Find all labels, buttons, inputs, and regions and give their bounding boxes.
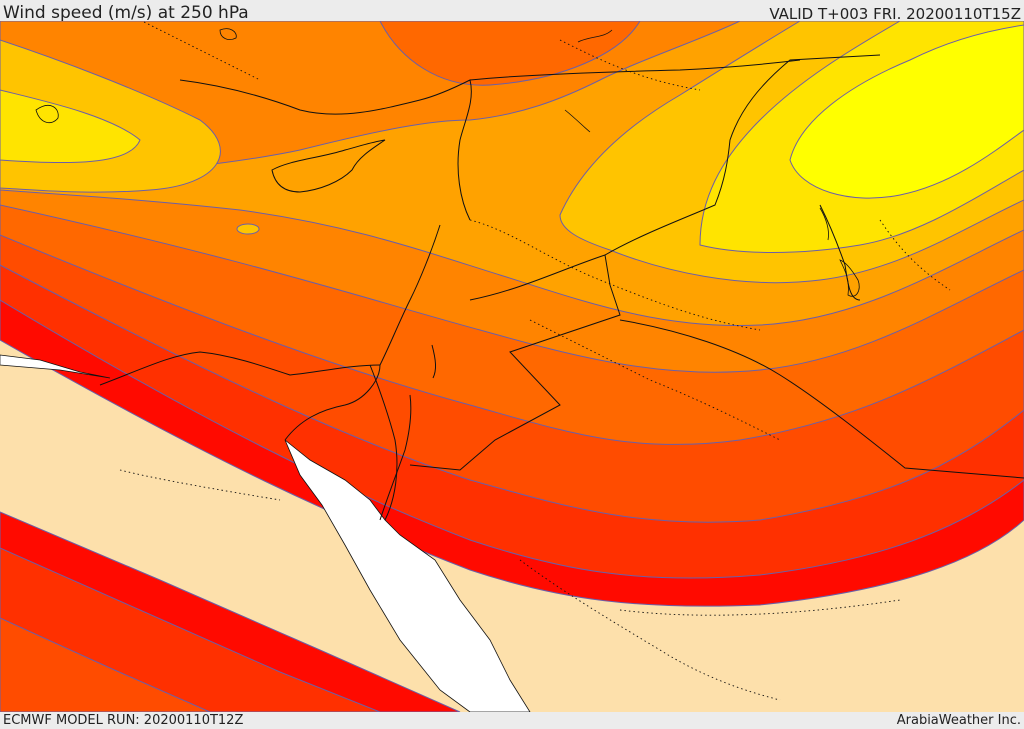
map-footer: ECMWF MODEL RUN: 20200110T12Z ArabiaWeat… [0,712,1024,729]
country-borders [369,54,1024,521]
wind-band-1 [789,24,1024,199]
map-header: Wind speed (m/s) at 250 hPa VALID T+003 … [0,0,1024,23]
valid-time-label: VALID T+003 FRI. 20200110T15Z [769,5,1021,23]
mediterranean-south-coast [0,354,111,379]
map-title: Wind speed (m/s) at 250 hPa [3,3,249,23]
wind-band-north-patch [379,21,641,86]
red-sea [284,439,531,712]
wind-speed-map [0,21,1024,712]
wind-band-south-jet-core [0,617,211,712]
model-run-label: ECMWF MODEL RUN: 20200110T12Z [3,713,244,728]
credit-label: ArabiaWeather Inc. [896,713,1021,728]
wind-band-west-pocket-inner [0,89,141,164]
political-borders [119,21,951,701]
coastlines [99,79,861,521]
wind-cell-small [236,223,260,235]
islands [35,28,860,297]
